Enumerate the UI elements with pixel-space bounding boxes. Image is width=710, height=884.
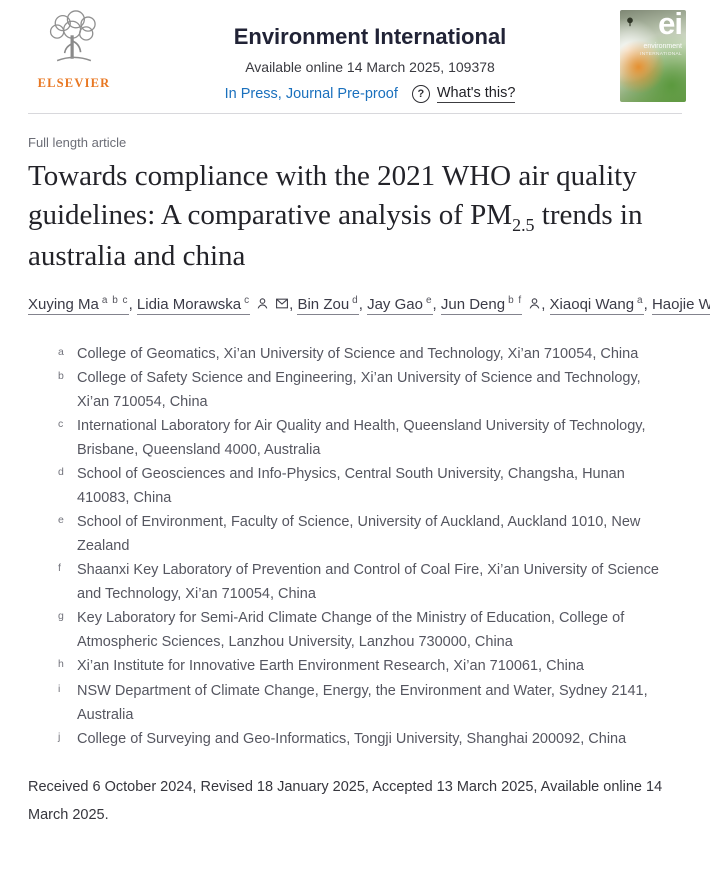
in-press-link[interactable]: In Press, Journal Pre-proof [224, 86, 398, 102]
affiliation-item: i NSW Department of Climate Change, Energ… [58, 679, 682, 727]
affiliation-text: International Laboratory for Air Quality… [77, 417, 646, 458]
header-divider [28, 113, 682, 114]
affiliation-text: Shaanxi Key Laboratory of Prevention and… [77, 562, 659, 603]
affiliation-label: h [58, 658, 64, 671]
author-link[interactable]: Bin Zou d [297, 294, 359, 316]
author-affiliation-superscript: e [425, 294, 433, 306]
affiliation-item: g Key Laboratory for Semi-Arid Climate Ch… [58, 606, 682, 654]
availability-text: Available online 14 March 2025, 109378 [245, 59, 495, 75]
author-item: Jun Deng b f, [440, 294, 550, 316]
affiliation-item: j College of Surveying and Geo-Informatic… [58, 727, 682, 751]
article-title: Towards compliance with the 2021 WHO air… [28, 157, 682, 276]
author-item: Bin Zou d, [297, 294, 368, 316]
whats-this-link[interactable]: What's this? [436, 85, 516, 103]
author-name[interactable]: Haojie Wu [651, 295, 710, 313]
affiliation-item: f Shaanxi Key Laboratory of Prevention an… [58, 558, 682, 606]
person-icon[interactable] [256, 296, 269, 313]
article-main: Full length article Towards compliance w… [0, 135, 710, 829]
elsevier-tree-icon [44, 10, 104, 74]
author-name[interactable]: Lidia Morawska [136, 295, 242, 313]
author-link[interactable]: Jay Gao e [367, 294, 433, 316]
author-name[interactable]: Jay Gao [367, 295, 423, 313]
cover-elsevier-tree-icon [625, 14, 635, 32]
article-title-subscript: 2.5 [512, 214, 535, 235]
affiliation-label: d [58, 465, 64, 478]
article-title-prefix: Towards compliance with the 2021 WHO air… [28, 160, 637, 231]
author-affiliation-superscript: a [637, 294, 644, 306]
author-separator: , [358, 295, 368, 313]
affiliation-text: Xi’an Institute for Innovative Earth Env… [77, 658, 584, 675]
elsevier-logo[interactable]: ELSEVIER [28, 10, 120, 91]
affiliation-label: e [58, 514, 64, 527]
author-affiliation-superscript: c [244, 294, 251, 306]
author-name[interactable]: Xiaoqi Wang [549, 295, 635, 313]
envelope-icon[interactable] [275, 296, 289, 313]
author-affiliation-superscript: b f [508, 294, 523, 306]
cover-logo-text: ei [658, 10, 683, 41]
cover-journal-line1: environment [643, 43, 682, 50]
publisher-label: ELSEVIER [37, 76, 111, 90]
status-row: In Press, Journal Pre-proof ? What's thi… [120, 85, 620, 103]
help-question-icon[interactable]: ? [411, 85, 430, 103]
article-dates: Received 6 October 2024, Revised 18 Janu… [28, 778, 663, 823]
journal-cover-image[interactable]: ei environment INTERNATIONAL [620, 10, 686, 102]
author-item: Xiaoqi Wang a, [549, 294, 652, 316]
affiliation-label: b [58, 369, 64, 382]
affiliation-label: j [58, 730, 61, 743]
author-item: Jay Gao e, [367, 294, 441, 316]
author-link[interactable]: Xuying Ma a b c [28, 294, 129, 316]
affiliation-item: a College of Geomatics, Xi’an University … [58, 342, 682, 366]
affiliation-text: College of Surveying and Geo-Informatics… [77, 730, 627, 747]
affiliation-item: d School of Geosciences and Info-Physics,… [58, 462, 682, 510]
affiliation-item: b College of Safety Science and Engineeri… [58, 366, 682, 414]
affiliation-label: i [58, 682, 61, 695]
author-link[interactable]: Lidia Morawska c [136, 294, 251, 316]
affiliation-item: h Xi’an Institute for Innovative Earth En… [58, 654, 682, 678]
affiliation-text: School of Environment, Faculty of Scienc… [77, 514, 641, 555]
author-separator: , [643, 295, 652, 313]
affiliation-text: NSW Department of Climate Change, Energy… [77, 682, 648, 723]
author-link[interactable]: Jun Deng b f [440, 294, 523, 316]
author-separator: , [289, 295, 298, 313]
person-icon[interactable] [528, 296, 541, 313]
author-name[interactable]: Bin Zou [297, 295, 350, 313]
author-affiliation-superscript: a b c [101, 294, 129, 306]
article-type-label: Full length article [28, 135, 127, 150]
author-item: Xuying Ma a b c, [28, 294, 137, 316]
author-affiliation-superscript: d [352, 294, 359, 306]
author-separator: , [128, 295, 137, 313]
author-name[interactable]: Jun Deng [440, 295, 506, 313]
affiliation-item: c International Laboratory for Air Qualit… [58, 414, 682, 462]
affiliation-item: e School of Environment, Faculty of Scien… [58, 510, 682, 558]
affiliation-label: a [58, 345, 64, 358]
affiliation-label: c [58, 417, 64, 430]
affiliation-text: School of Geosciences and Info-Physics, … [77, 465, 625, 506]
affiliation-text: College of Safety Science and Engineerin… [77, 369, 641, 410]
author-list: Xuying Ma a b c, Lidia Morawska c, Bin Zou… [28, 292, 710, 318]
author-link[interactable]: Xiaoqi Wang a [549, 294, 644, 316]
author-link[interactable]: Haojie Wug [651, 295, 710, 316]
affiliation-text: College of Geomatics, Xi’an University o… [77, 345, 639, 362]
cover-journal-line2: INTERNATIONAL [640, 52, 682, 57]
journal-header: ELSEVIER Environment International Avail… [0, 0, 710, 109]
journal-title-link[interactable]: Environment International [233, 24, 507, 49]
author-name[interactable]: Xuying Ma [28, 295, 99, 313]
author-separator: , [432, 295, 441, 313]
affiliation-text: Key Laboratory for Semi-Arid Climate Cha… [77, 610, 625, 651]
author-item: Haojie Wug, [651, 295, 710, 316]
affiliation-label: f [58, 562, 61, 575]
article-title-suffix: trends in australia and china [28, 198, 643, 273]
author-separator: , [541, 295, 550, 313]
affiliation-list: a College of Geomatics, Xi’an University … [28, 342, 682, 751]
journal-header-center: Environment International Available onli… [120, 10, 620, 103]
affiliation-label: g [58, 610, 64, 623]
author-item: Lidia Morawska c, [136, 294, 298, 316]
